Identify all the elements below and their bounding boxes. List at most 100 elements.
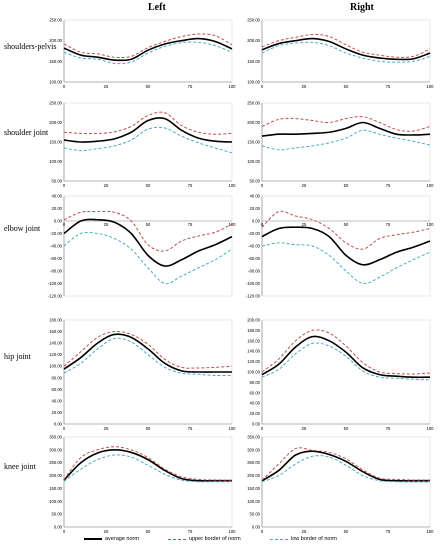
series-line-low xyxy=(63,231,233,285)
y-tick-label: 100.00 xyxy=(247,370,260,375)
x-tick-label: 75 xyxy=(188,183,193,188)
legend: average norm upper border of norm low bo… xyxy=(0,536,444,548)
series-line-low xyxy=(63,126,233,154)
x-tick-label: 0 xyxy=(63,84,66,89)
x-tick-label: 50 xyxy=(344,84,349,89)
x-tick-label: 25 xyxy=(302,84,307,89)
x-tick-label: 25 xyxy=(104,529,109,534)
chart-shoulder-joint-left: 50.00 100.00 150.00 200.00 250.00 0 25 50 75 100 xyxy=(49,101,236,189)
y-tick-label: 120.00 xyxy=(247,359,260,364)
y-tick-label: 100.00 xyxy=(247,159,260,164)
y-tick-label: 250.00 xyxy=(49,18,62,23)
chart-hip-joint-left: 0.00 20.00 40.00 60.00 80.00 100.00 120.00 140.… xyxy=(49,318,236,432)
x-tick-label: 0 xyxy=(261,84,264,89)
legend-item-low: low border of norm xyxy=(270,536,337,542)
y-tick-label: 0.00 xyxy=(54,525,63,530)
x-tick-label: 50 xyxy=(344,183,349,188)
y-tick-label: 200.00 xyxy=(247,473,260,478)
x-tick-label: 100 xyxy=(229,84,237,89)
row-label-knee-joint: knee joint xyxy=(4,462,36,471)
series-line-upper xyxy=(261,33,431,58)
right-column-header: Right xyxy=(350,2,374,13)
left-column-header: Left xyxy=(148,2,166,13)
x-tick-label: 25 xyxy=(104,426,109,431)
y-tick-label: 120.00 xyxy=(49,352,62,357)
y-tick-label: 100.00 xyxy=(49,80,62,85)
x-tick-label: 0 xyxy=(261,529,264,534)
x-tick-label: 50 xyxy=(146,84,151,89)
y-tick-label: 150.00 xyxy=(247,140,260,145)
series-line-average xyxy=(63,37,233,62)
row-label-shoulders-pelvis: shoulders-pelvis xyxy=(4,42,57,51)
y-tick-label: 160.00 xyxy=(247,338,260,343)
chart-elbow-joint-right: -120.00 -100.00 -80.00 -60.00 -40.00 -20.00 0.… xyxy=(246,194,434,299)
x-tick-label: 75 xyxy=(386,426,391,431)
series-line-low xyxy=(63,337,233,377)
legend-item-average: average norm xyxy=(84,536,139,542)
x-tick-label: 50 xyxy=(146,529,151,534)
y-tick-label: -40.00 xyxy=(248,244,261,249)
x-tick-label: 50 xyxy=(344,529,349,534)
y-tick-label: 140.00 xyxy=(247,349,260,354)
y-tick-label: -80.00 xyxy=(248,269,261,274)
chart-shoulders-pelvis-right: 100.00 150.00 200.00 250.00 0 25 50 75 100 xyxy=(247,18,434,90)
y-tick-label: 40.00 xyxy=(250,401,261,406)
legend-swatch-average xyxy=(84,538,102,540)
y-tick-label: 180.00 xyxy=(49,318,62,323)
x-tick-label: 0 xyxy=(63,426,66,431)
plot-frame xyxy=(261,19,431,83)
row-label-shoulder-joint: shoulder joint xyxy=(4,128,49,137)
y-tick-label: 0.00 xyxy=(54,422,63,427)
y-tick-label: 20.00 xyxy=(250,206,261,211)
y-tick-label: -20.00 xyxy=(248,231,261,236)
y-tick-label: 180.00 xyxy=(247,328,260,333)
y-tick-label: 100.00 xyxy=(49,159,62,164)
y-tick-label: -60.00 xyxy=(248,256,261,261)
series-line-upper xyxy=(63,446,233,481)
y-tick-label: -120.00 xyxy=(48,294,63,299)
series-line-average xyxy=(261,450,430,482)
x-tick-label: 100 xyxy=(427,222,435,227)
chart-hip-joint-right: 0.00 20.00 40.00 60.00 80.00 100.00 120.00 140.… xyxy=(247,318,434,432)
x-tick-label: 50 xyxy=(344,222,349,227)
series-line-low xyxy=(261,242,431,285)
y-tick-label: 300.00 xyxy=(49,447,62,452)
row-label-elbow-joint: elbow joint xyxy=(4,224,41,233)
series-line-low xyxy=(261,455,431,483)
chart-shoulders-pelvis-left: 100.00 150.00 200.00 250.00 0 25 50 75 100 xyxy=(49,18,236,90)
y-tick-label: 40.00 xyxy=(52,398,63,403)
y-tick-label: -100.00 xyxy=(48,281,63,286)
x-tick-label: 25 xyxy=(302,183,307,188)
x-tick-label: 75 xyxy=(386,222,391,227)
x-tick-label: 100 xyxy=(427,426,435,431)
chart-knee-joint-right: 0.00 50.00 100.00 150.00 200.00 250.00 300.00 3… xyxy=(247,435,434,535)
legend-item-upper: upper border of norm xyxy=(168,536,241,542)
x-tick-label: 75 xyxy=(386,183,391,188)
x-tick-label: 100 xyxy=(229,222,237,227)
x-tick-label: 50 xyxy=(146,426,151,431)
series-line-average xyxy=(63,449,232,482)
y-tick-label: 200.00 xyxy=(49,120,62,125)
x-tick-label: 75 xyxy=(188,426,193,431)
series-line-upper xyxy=(63,210,233,252)
y-tick-label: 140.00 xyxy=(49,341,62,346)
series-line-upper xyxy=(261,447,431,481)
y-tick-label: 20.00 xyxy=(52,206,63,211)
y-tick-label: 0.00 xyxy=(252,525,261,530)
y-tick-label: 0.00 xyxy=(252,422,261,427)
x-tick-label: 100 xyxy=(427,529,435,534)
x-tick-label: 25 xyxy=(302,222,307,227)
plot-frame xyxy=(261,195,431,297)
legend-label-upper: upper border of norm xyxy=(189,536,241,542)
x-tick-label: 0 xyxy=(261,222,264,227)
series-line-low xyxy=(261,41,431,63)
x-tick-label: 100 xyxy=(229,183,237,188)
y-tick-label: 100.00 xyxy=(49,364,62,369)
x-tick-label: 25 xyxy=(104,183,109,188)
x-tick-label: 50 xyxy=(146,183,151,188)
series-line-average xyxy=(63,333,232,373)
y-tick-label: 100.00 xyxy=(247,499,260,504)
y-tick-label: 200.00 xyxy=(247,38,260,43)
y-tick-label: 250.00 xyxy=(247,460,260,465)
y-tick-label: 350.00 xyxy=(247,435,260,440)
